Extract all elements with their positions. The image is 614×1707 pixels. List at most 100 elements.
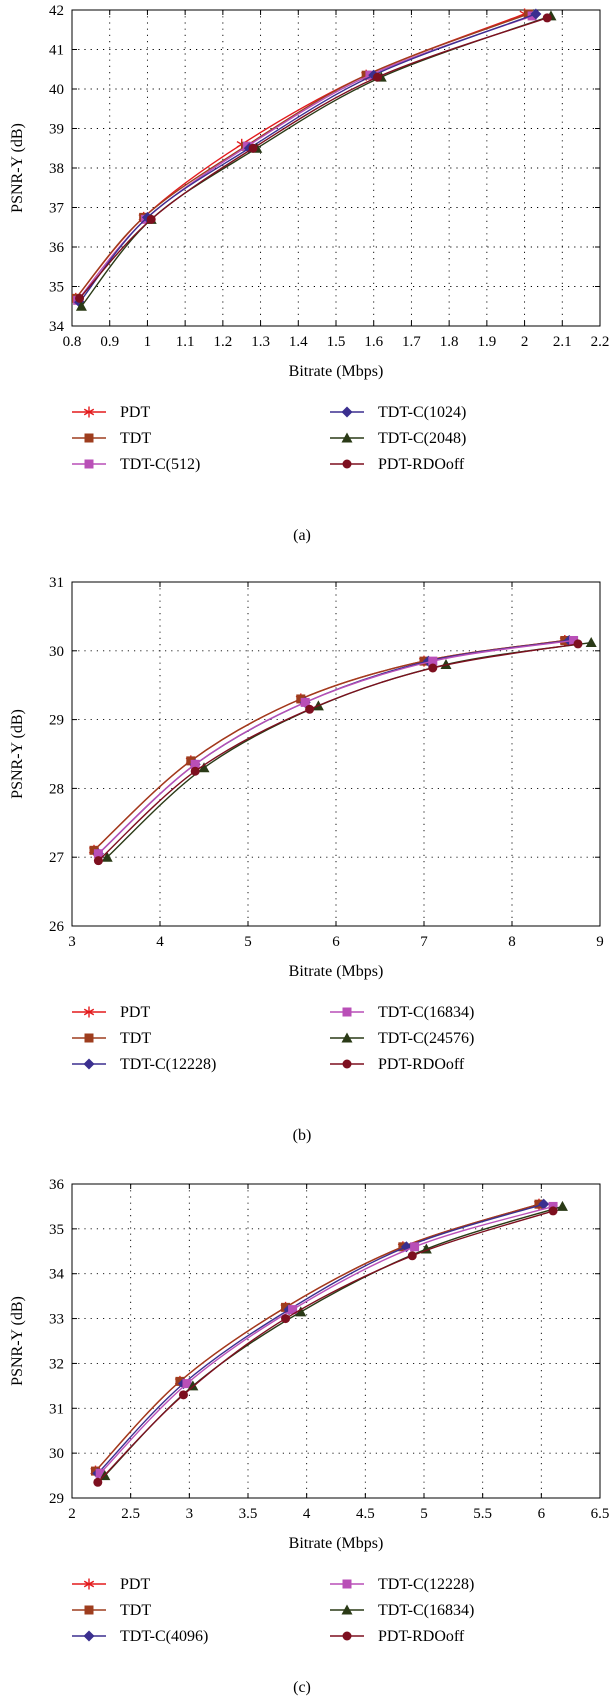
legend-item: TDT-C(2048) <box>330 430 466 447</box>
y-tick-label: 29 <box>49 713 64 729</box>
data-point <box>93 849 103 859</box>
series-line <box>79 17 548 299</box>
data-point <box>295 1306 307 1317</box>
legend-item: TDT-C(4096) <box>72 1628 208 1645</box>
y-tick-label: 42 <box>49 3 64 19</box>
series-line <box>97 1210 554 1483</box>
legend-label: PDT <box>120 1004 150 1021</box>
legend-marker <box>342 1631 352 1641</box>
series-TDT-C(4096) <box>92 1198 550 1479</box>
legend-marker <box>84 433 94 443</box>
series-line <box>97 639 570 855</box>
legend-marker <box>83 1630 95 1642</box>
x-tick-label: 2 <box>521 334 529 350</box>
series-line <box>97 639 574 855</box>
legend-marker <box>83 1006 95 1018</box>
x-tick-label: 3 <box>186 1506 194 1522</box>
legend-item: TDT-C(24576) <box>330 1030 474 1047</box>
x-tick-label: 6 <box>332 934 340 950</box>
x-tick-label: 4 <box>156 934 164 950</box>
legend-marker <box>84 1605 94 1615</box>
data-point <box>101 851 113 862</box>
grid <box>72 582 600 926</box>
series-PDT-RDOoff <box>93 639 583 866</box>
series-PDT <box>88 634 570 856</box>
legend-label: TDT <box>120 1030 151 1047</box>
data-point <box>75 300 87 311</box>
series-line <box>75 13 529 299</box>
y-tick-label: 41 <box>49 43 64 59</box>
legend-label: TDT-C(12228) <box>378 1576 474 1593</box>
series-PDT-RDOoff <box>75 13 552 303</box>
legend-item: PDT <box>72 1004 150 1021</box>
x-tick-label: 1.1 <box>176 334 195 350</box>
legend: PDT TDT TDT-C(512) TDT-C(1024) TDT-C(2048) PD… <box>72 404 466 473</box>
series-PDT <box>90 1198 545 1477</box>
legend-marker <box>342 1059 352 1069</box>
legend-item: TDT-C(12228) <box>72 1056 216 1073</box>
series-line <box>104 1205 563 1477</box>
data-point <box>548 1206 558 1216</box>
legend-label: PDT-RDOoff <box>378 456 465 473</box>
series-TDT-C(512) <box>73 11 537 305</box>
data-point <box>93 856 103 866</box>
data-point <box>93 1477 103 1487</box>
series-line <box>99 1205 554 1474</box>
series-line <box>75 13 525 299</box>
x-tick-label: 4 <box>303 1506 311 1522</box>
chart-1: 0.8 0.9 1 1.1 1.2 1.3 1.4 1.5 1.6 1.7 1.8 1.9 2 2.1 2.… <box>9 3 609 544</box>
x-axis-label: Bitrate (Mbps) <box>289 963 384 980</box>
x-axis-label: Bitrate (Mbps) <box>289 363 384 380</box>
data-point <box>288 1305 298 1315</box>
legend-label: PDT <box>120 1576 150 1593</box>
data-point <box>190 766 200 776</box>
x-tick-label: 6.5 <box>591 1506 610 1522</box>
data-point <box>428 663 438 673</box>
legend-item: TDT <box>72 1602 151 1619</box>
x-tick-label: 5 <box>244 934 252 950</box>
legend-label: PDT-RDOoff <box>378 1628 465 1645</box>
series-line <box>78 13 537 303</box>
legend-marker <box>83 406 95 418</box>
x-tick-label: 1.2 <box>213 334 232 350</box>
x-tick-label: 1.5 <box>327 334 346 350</box>
legend-label: TDT-C(2048) <box>378 430 466 447</box>
y-tick-label: 38 <box>49 161 64 177</box>
panel-label: (a) <box>293 527 311 544</box>
legend-item: PDT-RDOoff <box>330 456 465 473</box>
legend-label: TDT <box>120 430 151 447</box>
y-tick-label: 28 <box>49 781 64 797</box>
y-tick-label: 31 <box>49 1401 64 1417</box>
legend-item: TDT-C(1024) <box>330 404 466 421</box>
series-line <box>97 1203 544 1474</box>
data-point <box>95 1468 105 1478</box>
x-tick-label: 1.4 <box>289 334 308 350</box>
legend-marker <box>341 406 353 418</box>
y-tick-label: 35 <box>49 280 64 296</box>
y-tick-label: 27 <box>49 850 65 866</box>
chart-3: 2 2.5 3 3.5 4 4.5 5 5.5 6 6.5 29 30 31 32 33 34 35 36 Bitr… <box>9 1177 609 1696</box>
y-tick-label: 33 <box>49 1312 64 1328</box>
series-line <box>80 15 552 307</box>
y-tick-label: 36 <box>49 1177 65 1193</box>
legend-marker <box>83 1058 95 1070</box>
chart-2: 3 4 5 6 7 8 9 26 27 28 29 30 31 Bitrate (Mbps) PSNR-Y … <box>9 575 604 1144</box>
series-line <box>77 15 533 301</box>
x-tick-label: 0.9 <box>100 334 119 350</box>
series-TDT-C(16834) <box>99 1200 568 1481</box>
series-line <box>93 639 565 851</box>
legend-label: TDT-C(4096) <box>120 1628 208 1645</box>
y-tick-label: 40 <box>49 82 64 98</box>
y-tick-label: 36 <box>49 240 65 256</box>
panel-label: (b) <box>293 1127 312 1144</box>
legend-marker <box>341 1032 353 1043</box>
data-point <box>248 143 258 153</box>
x-tick-label: 2.5 <box>121 1506 140 1522</box>
series-TDT-C(12228) <box>95 1201 558 1478</box>
x-tick-label: 3 <box>68 934 76 950</box>
legend-marker <box>84 1033 94 1043</box>
legend-label: TDT-C(1024) <box>378 404 466 421</box>
legend-label: TDT <box>120 1602 151 1619</box>
data-point <box>146 214 156 224</box>
